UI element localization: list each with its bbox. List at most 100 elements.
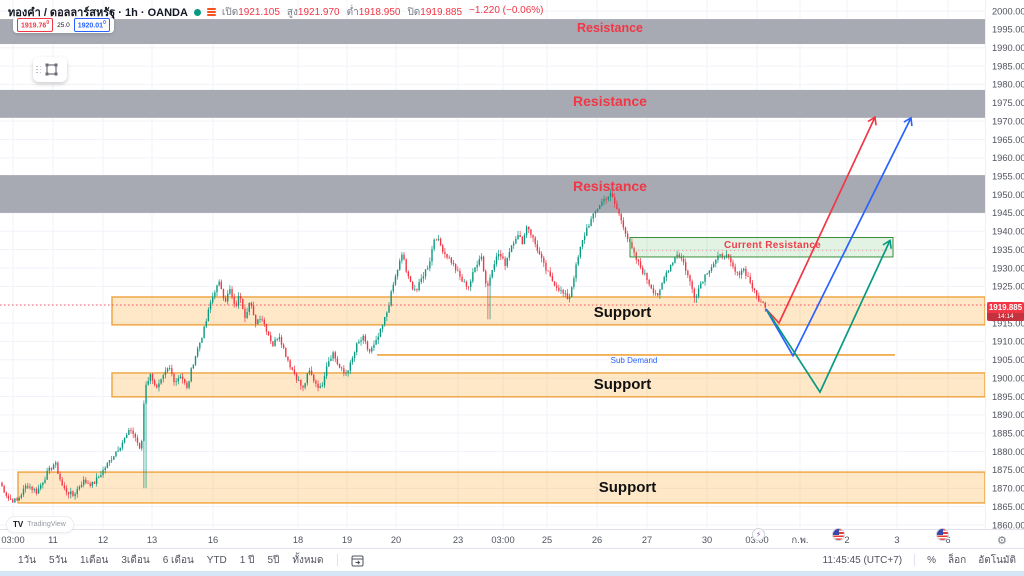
range-3m-button[interactable]: 3เดือน (121, 554, 150, 566)
range-buttons: 1วัน 5วัน 1เดือน 3เดือน 6 เดือน YTD 1 ปี… (0, 553, 364, 568)
svg-text:1895.000: 1895.000 (992, 392, 1024, 402)
svg-text:03:00: 03:00 (491, 535, 514, 545)
svg-text:27: 27 (642, 535, 652, 545)
svg-text:16: 16 (208, 535, 218, 545)
svg-text:20: 20 (391, 535, 401, 545)
symbol-title[interactable]: ทองคำ / ดอลลาร์สหรัฐ · 1h · OANDA (8, 7, 188, 19)
time-axis[interactable]: 03:00111213161819202303:002526273003:00ก… (1, 535, 950, 545)
us-flag-event-icon-1[interactable] (832, 528, 845, 541)
drag-handle-icon[interactable] (36, 65, 42, 74)
percent-scale-button[interactable]: % (927, 554, 936, 566)
svg-text:1930.000: 1930.000 (992, 263, 1024, 273)
low-value: 1918.950 (358, 6, 401, 18)
last-price-value: 1919.885 (987, 302, 1024, 313)
svg-text:1960.000: 1960.000 (992, 153, 1024, 163)
us-flag-event-icon-2[interactable] (936, 528, 949, 541)
svg-text:26: 26 (592, 535, 602, 545)
high-value: 1921.970 (297, 6, 340, 18)
rectangle-select-icon[interactable] (44, 62, 59, 77)
current-resistance-zone[interactable] (629, 237, 894, 258)
toolbar-divider (914, 554, 916, 566)
svg-text:1905.000: 1905.000 (992, 355, 1024, 365)
svg-text:1870.000: 1870.000 (992, 484, 1024, 494)
svg-text:1910.000: 1910.000 (992, 337, 1024, 347)
support-zone[interactable] (111, 372, 986, 398)
goto-date-icon[interactable] (351, 554, 364, 567)
grid (0, 0, 985, 529)
range-5y-button[interactable]: 5ปี (267, 554, 280, 566)
svg-text:1860.000: 1860.000 (992, 520, 1024, 530)
svg-text:19: 19 (342, 535, 352, 545)
buy-button[interactable]: 1920.010 (73, 18, 110, 32)
sell-button[interactable]: 1919.760 (17, 18, 54, 32)
floating-drawing-toolbar[interactable] (33, 57, 67, 82)
clock[interactable]: 11:45:45 (UTC+7) (822, 554, 903, 566)
green-projection-arrow[interactable] (766, 239, 892, 394)
bar-countdown: 14:14 (987, 313, 1024, 321)
svg-text:1915.000: 1915.000 (992, 318, 1024, 328)
candlestick-series (1, 189, 766, 504)
tradingview-logo-icon: TV (13, 520, 24, 529)
range-1m-button[interactable]: 1เดือน (80, 554, 109, 566)
svg-text:1900.000: 1900.000 (992, 373, 1024, 383)
svg-text:1940.000: 1940.000 (992, 227, 1024, 237)
economic-event-icon[interactable]: ⚡ (752, 528, 765, 541)
svg-text:1925.000: 1925.000 (992, 282, 1024, 292)
svg-text:23: 23 (453, 535, 463, 545)
ideas-menu-icon[interactable] (206, 7, 216, 17)
range-all-button[interactable]: ทั้งหมด (292, 554, 324, 566)
svg-text:1885.000: 1885.000 (992, 428, 1024, 438)
svg-text:1935.000: 1935.000 (992, 245, 1024, 255)
toolbar-divider (336, 554, 338, 566)
range-1d-button[interactable]: 1วัน (18, 554, 37, 566)
range-6m-button[interactable]: 6 เดือน (162, 554, 194, 566)
svg-text:2: 2 (844, 535, 849, 545)
low-label: ต่ำ (346, 6, 359, 18)
close-label: ปิด (407, 6, 421, 18)
svg-text:ก.พ.: ก.พ. (792, 535, 809, 545)
svg-text:1945.000: 1945.000 (992, 208, 1024, 218)
svg-text:1965.000: 1965.000 (992, 135, 1024, 145)
price-axis[interactable]: 2000.000 1995.000 1990.000 1985.000 1980.000… (992, 6, 1024, 530)
resistance-zone[interactable] (0, 19, 985, 45)
svg-text:1975.000: 1975.000 (992, 98, 1024, 108)
svg-text:6: 6 (945, 535, 950, 545)
toolbar-status: 11:45:45 (UTC+7) % ล็อก อัตโนมัติ (823, 553, 1024, 568)
axis-settings-gear-icon[interactable]: ⚙ (997, 534, 1007, 547)
quote-panel: 1919.760 25.0 1920.010 (13, 17, 114, 33)
svg-text:03:00: 03:00 (1, 535, 24, 545)
change-value: −1.220 (−0.06%) (469, 4, 544, 16)
chart-canvas[interactable]: 2000.000 1995.000 1990.000 1985.000 1980.000… (0, 0, 1024, 548)
svg-text:1995.000: 1995.000 (992, 25, 1024, 35)
resistance-zone[interactable] (0, 89, 985, 118)
red-projection-arrow[interactable] (765, 115, 877, 325)
bottom-toolbar: 1วัน 5วัน 1เดือน 3เดือน 6 เดือน YTD 1 ปี… (0, 548, 1024, 571)
window-edge-strip (0, 571, 1024, 576)
ohlc-readout: เปิด1921.105 สูง1921.970 ต่ำ1918.950 ปิด… (222, 5, 544, 20)
log-scale-button[interactable]: ล็อก (948, 554, 967, 566)
open-label: เปิด (221, 6, 239, 18)
open-value: 1921.105 (238, 6, 280, 18)
svg-text:1865.000: 1865.000 (992, 502, 1024, 512)
spread-value: 25.0 (57, 21, 70, 29)
tradingview-name: TradingView (27, 521, 66, 528)
svg-text:1955.000: 1955.000 (992, 171, 1024, 181)
range-ytd-button[interactable]: YTD (206, 554, 227, 566)
svg-text:11: 11 (48, 535, 58, 545)
support-zone[interactable] (17, 471, 986, 504)
auto-scale-button[interactable]: อัตโนมัติ (978, 554, 1016, 566)
tradingview-watermark[interactable]: TV TradingView (6, 516, 74, 533)
svg-text:18: 18 (293, 535, 303, 545)
range-5d-button[interactable]: 5วัน (49, 554, 68, 566)
blue-projection-arrow[interactable] (765, 116, 913, 358)
svg-text:3: 3 (894, 535, 899, 545)
range-1y-button[interactable]: 1 ปี (239, 554, 255, 566)
resistance-zone[interactable] (0, 175, 985, 213)
symbol-header: ทองคำ / ดอลลาร์สหรัฐ · 1h · OANDA เปิด19… (8, 3, 544, 21)
svg-text:1990.000: 1990.000 (992, 43, 1024, 53)
svg-text:1985.000: 1985.000 (992, 61, 1024, 71)
svg-text:1890.000: 1890.000 (992, 410, 1024, 420)
support-zone[interactable] (111, 296, 986, 326)
svg-text:1950.000: 1950.000 (992, 190, 1024, 200)
